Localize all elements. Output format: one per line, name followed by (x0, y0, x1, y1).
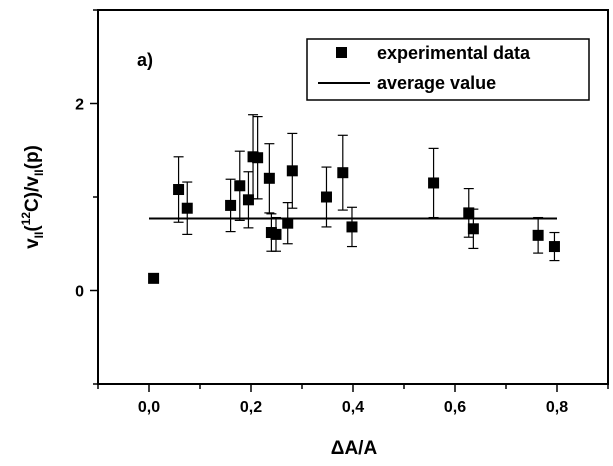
y-tick-label: 2 (75, 97, 84, 114)
legend-label-average: average value (377, 73, 496, 93)
data-point (320, 191, 332, 203)
data-point (548, 241, 560, 253)
legend-label-experimental: experimental data (377, 43, 531, 63)
data-point (242, 194, 254, 206)
data-point (234, 180, 246, 192)
y-axis-title: vII(12C)/vII(p) (19, 145, 46, 249)
x-axis-title: ΔA/A (331, 438, 378, 459)
data-point (337, 167, 349, 179)
data-point (225, 199, 237, 211)
data-point (173, 184, 185, 196)
data-point (286, 165, 298, 177)
legend: experimental data average value (306, 38, 590, 101)
panel-label: a) (137, 50, 153, 70)
legend-box (306, 38, 590, 101)
data-point (463, 207, 475, 219)
data-point (532, 229, 544, 241)
data-point (263, 172, 275, 184)
x-tick-label: 0,4 (342, 399, 364, 416)
data-point (181, 202, 193, 214)
data-point (282, 217, 294, 229)
y-axis-ticks: 02 (75, 9, 98, 385)
data-points (148, 151, 560, 284)
data-point (346, 221, 358, 233)
data-point (148, 272, 160, 284)
x-tick-label: 0,2 (240, 399, 262, 416)
data-point (428, 177, 440, 189)
legend-marker-experimental (336, 47, 347, 58)
error-bars (173, 114, 560, 262)
data-point (252, 152, 264, 164)
y-tick-label: 0 (75, 284, 84, 301)
x-tick-label: 0,8 (546, 399, 568, 416)
data-point (467, 223, 479, 235)
data-point (270, 228, 282, 240)
x-tick-label: 0,6 (444, 399, 466, 416)
x-tick-label: 0,0 (138, 399, 160, 416)
x-axis-ticks: 0,0 0,2 0,4 0,6 0,8 (97, 384, 609, 416)
